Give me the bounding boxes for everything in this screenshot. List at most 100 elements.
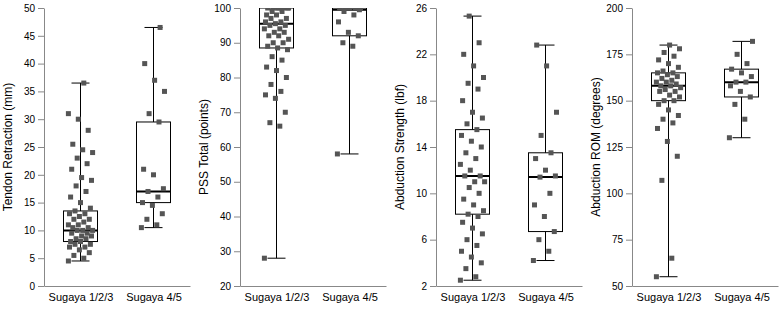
point xyxy=(141,167,146,172)
x-axis: Sugaya 1/2/3Sugaya 4/5 xyxy=(437,286,583,303)
point xyxy=(669,256,674,261)
point xyxy=(675,74,680,79)
y-tick-mark xyxy=(38,175,44,176)
point xyxy=(278,89,283,94)
y-axis-line xyxy=(240,9,241,287)
y-tick: 75 xyxy=(612,234,632,245)
point xyxy=(270,54,275,59)
y-tick: 125 xyxy=(606,142,632,153)
point xyxy=(264,12,269,17)
y-tick: 25 xyxy=(24,142,44,153)
point xyxy=(656,102,661,107)
point xyxy=(471,63,476,68)
point xyxy=(477,191,482,196)
point xyxy=(267,120,272,125)
y-tick-mark xyxy=(38,258,44,259)
point xyxy=(80,228,85,233)
point xyxy=(543,168,548,173)
y-tick-mark xyxy=(430,286,436,287)
point xyxy=(79,233,84,238)
point xyxy=(84,236,89,241)
y-axis-title: PSS Total (points) xyxy=(197,99,211,195)
x-axis: Sugaya 1/2/3Sugaya 4/5 xyxy=(633,286,779,303)
point xyxy=(282,30,287,35)
y-tick-label: 40 xyxy=(220,211,232,222)
x-tick: Sugaya 1/2/3 xyxy=(245,286,310,303)
y-tick-mark xyxy=(38,8,44,9)
point xyxy=(82,211,87,216)
box xyxy=(725,69,759,97)
point xyxy=(263,92,268,97)
point xyxy=(544,63,549,68)
point xyxy=(162,89,167,94)
y-tick-mark xyxy=(626,101,632,102)
y-tick: 20 xyxy=(220,281,240,292)
x-tick: Sugaya 4/5 xyxy=(126,286,182,303)
point xyxy=(473,156,478,161)
y-axis: 2030405060708090100 xyxy=(214,3,240,292)
point xyxy=(277,124,282,129)
y-axis-title: Abduction Strength (lbf) xyxy=(393,84,407,210)
y-tick-mark xyxy=(234,112,240,113)
point xyxy=(481,208,486,213)
y-tick-label: 50 xyxy=(612,281,624,292)
box xyxy=(333,8,367,36)
point xyxy=(74,183,79,188)
box xyxy=(260,8,294,48)
point xyxy=(659,76,664,81)
point xyxy=(669,78,674,83)
point xyxy=(665,72,670,77)
point xyxy=(273,21,278,26)
point xyxy=(749,74,754,79)
point xyxy=(480,231,485,236)
point xyxy=(75,228,80,233)
x-tick-label: Sugaya 1/2/3 xyxy=(637,291,702,303)
point xyxy=(476,214,481,219)
point xyxy=(88,242,93,247)
y-tick: 40 xyxy=(24,58,44,69)
point xyxy=(668,83,673,88)
point xyxy=(677,46,682,51)
point xyxy=(658,83,663,88)
y-tick-mark xyxy=(38,91,44,92)
point xyxy=(667,93,672,98)
point xyxy=(81,256,86,261)
x-tick: Sugaya 1/2/3 xyxy=(49,286,114,303)
point xyxy=(458,278,463,283)
point xyxy=(68,239,73,244)
point xyxy=(474,127,479,132)
median xyxy=(456,175,490,177)
point xyxy=(346,30,351,35)
y-tick-mark xyxy=(234,182,240,183)
point xyxy=(67,211,72,216)
panel: 5075100125150175200Sugaya 1/2/3Sugaya 4/… xyxy=(589,3,779,303)
point xyxy=(267,23,272,28)
y-tick-mark xyxy=(430,240,436,241)
point xyxy=(70,142,75,147)
point xyxy=(738,89,743,94)
point xyxy=(73,242,78,247)
point xyxy=(460,98,465,103)
y-axis-title: Abduction ROM (degrees) xyxy=(589,77,603,216)
point xyxy=(748,94,753,99)
point xyxy=(676,113,681,118)
y-tick: 5 xyxy=(29,253,44,264)
point xyxy=(466,81,471,86)
y-tick: 6 xyxy=(421,234,436,245)
point xyxy=(84,189,89,194)
whisker-cap xyxy=(145,227,163,228)
point xyxy=(663,87,668,92)
point xyxy=(280,58,285,63)
y-tick: 50 xyxy=(220,176,240,187)
point xyxy=(262,26,267,31)
point xyxy=(90,150,95,155)
y-tick-label: 45 xyxy=(24,31,36,42)
y-tick-mark xyxy=(234,8,240,9)
y-tick: 150 xyxy=(606,95,632,106)
y-axis-line xyxy=(436,9,437,287)
point xyxy=(80,147,85,152)
point xyxy=(546,249,551,254)
point xyxy=(78,239,83,244)
point xyxy=(337,8,342,11)
point xyxy=(661,117,666,122)
